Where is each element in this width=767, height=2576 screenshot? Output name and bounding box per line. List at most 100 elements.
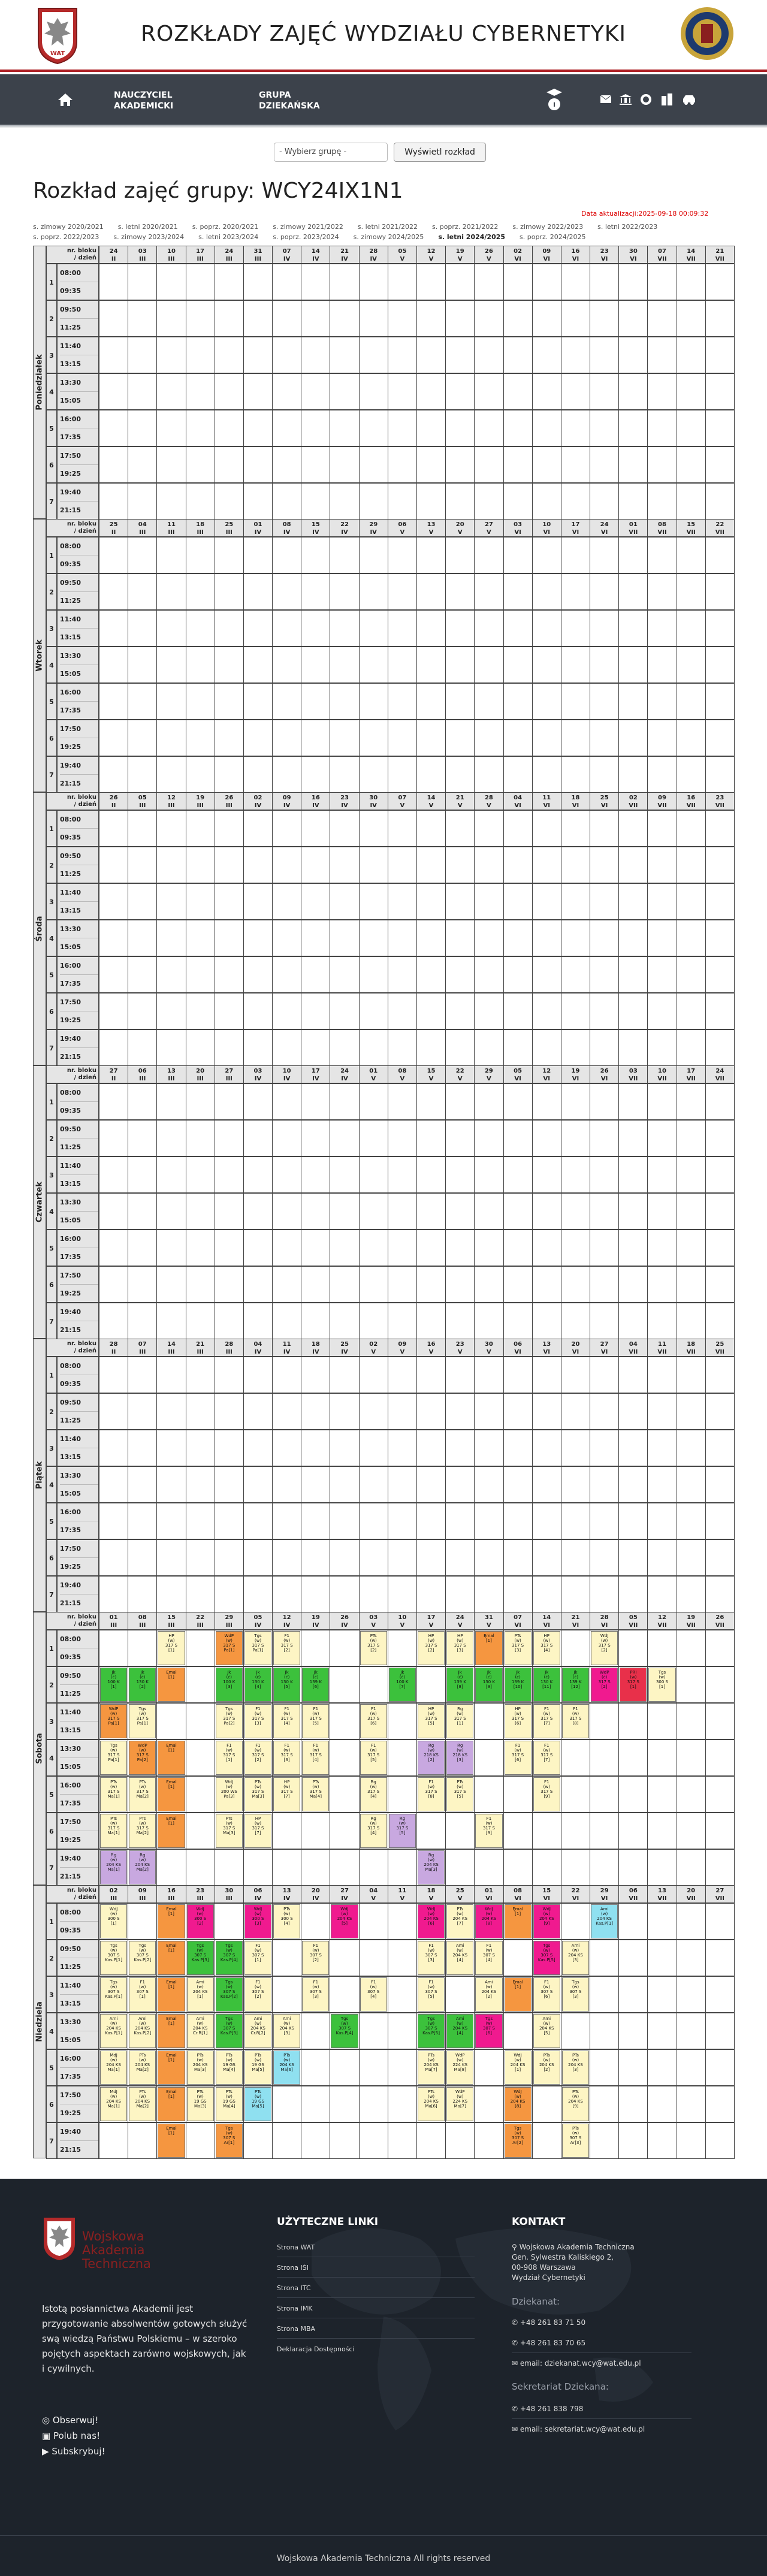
schedule-cell[interactable]: [156, 573, 186, 610]
schedule-cell[interactable]: [387, 2049, 417, 2086]
schedule-cell[interactable]: [330, 1393, 360, 1430]
schedule-cell[interactable]: [474, 683, 504, 720]
schedule-cell[interactable]: [618, 2086, 648, 2122]
schedule-cell[interactable]: [214, 1576, 244, 1612]
schedule-cell[interactable]: [676, 1120, 706, 1156]
schedule-cell[interactable]: [445, 373, 475, 410]
schedule-cell[interactable]: [301, 337, 331, 373]
schedule-cell[interactable]: [358, 756, 388, 793]
schedule-cell[interactable]: [214, 1029, 244, 1066]
schedule-cell[interactable]: [358, 483, 388, 520]
schedule-cell[interactable]: [618, 1156, 648, 1193]
schedule-cell[interactable]: [416, 373, 446, 410]
schedule-cell[interactable]: [416, 720, 446, 756]
schedule-cell[interactable]: [330, 883, 360, 920]
schedule-cell[interactable]: [272, 1029, 302, 1066]
schedule-cell[interactable]: [647, 1430, 677, 1466]
schedule-cell[interactable]: [474, 373, 504, 410]
schedule-cell[interactable]: [705, 300, 735, 337]
lesson-block[interactable]: PTs (w) 204 KS Ma[7]: [417, 2050, 445, 2085]
lesson-block[interactable]: Jk (ć) 139 K [12]: [561, 1668, 590, 1702]
schedule-cell[interactable]: [445, 1576, 475, 1612]
lesson-block[interactable]: Tgs (w) 307 S Ar[1]: [215, 2124, 243, 2158]
dean-email[interactable]: ✉ email: dziekanat.wcy@wat.edu.pl: [512, 2359, 641, 2367]
lesson-block[interactable]: HP (w) 317 S [3]: [446, 1631, 474, 1665]
lesson-block[interactable]: Ami (w) 204 KS Cr.R[1]: [186, 2014, 214, 2048]
schedule-cell[interactable]: [705, 956, 735, 993]
schedule-cell[interactable]: [647, 683, 677, 720]
schedule-cell[interactable]: [387, 1230, 417, 1266]
schedule-cell[interactable]: [618, 2122, 648, 2159]
lesson-block[interactable]: Ami (w) 204 KS [4]: [446, 2014, 474, 2048]
schedule-cell[interactable]: [647, 1029, 677, 1066]
schedule-cell[interactable]: [445, 337, 475, 373]
lesson-block[interactable]: F1 (w) 317 S [9]: [533, 1777, 560, 1811]
schedule-cell[interactable]: [243, 1849, 273, 1886]
schedule-cell[interactable]: [214, 1266, 244, 1303]
schedule-cell[interactable]: [128, 446, 158, 483]
schedule-cell[interactable]: [214, 1430, 244, 1466]
schedule-cell[interactable]: [272, 537, 302, 573]
schedule-cell[interactable]: [243, 1466, 273, 1503]
schedule-cell[interactable]: [272, 573, 302, 610]
schedule-cell[interactable]: [387, 1740, 417, 1776]
schedule-cell[interactable]: [705, 373, 735, 410]
lesson-block[interactable]: PTs (w) 317 S Ma[1]: [100, 1777, 128, 1811]
schedule-cell[interactable]: [243, 1430, 273, 1466]
schedule-cell[interactable]: [474, 1466, 504, 1503]
schedule-cell[interactable]: [387, 847, 417, 883]
schedule-cell[interactable]: [128, 1539, 158, 1576]
schedule-cell[interactable]: [560, 1539, 591, 1576]
lesson-block[interactable]: Ęmal [1]: [158, 2014, 185, 2048]
schedule-cell[interactable]: [560, 647, 591, 683]
schedule-cell[interactable]: [445, 1303, 475, 1339]
schedule-cell[interactable]: [416, 756, 446, 793]
schedule-cell[interactable]: [214, 1230, 244, 1266]
schedule-cell[interactable]: [647, 1357, 677, 1393]
schedule-cell[interactable]: [99, 1230, 129, 1266]
schedule-cell[interactable]: [156, 920, 186, 956]
schedule-cell[interactable]: [676, 410, 706, 446]
schedule-cell[interactable]: [705, 537, 735, 573]
lesson-block[interactable]: PTs (w) 204 KS [9]: [561, 2087, 590, 2121]
schedule-cell[interactable]: [590, 920, 620, 956]
schedule-cell[interactable]: [272, 1430, 302, 1466]
schedule-cell[interactable]: [330, 1266, 360, 1303]
schedule-cell[interactable]: [590, 446, 620, 483]
schedule-cell[interactable]: [590, 1976, 620, 2013]
schedule-cell[interactable]: [272, 1393, 302, 1430]
schedule-cell[interactable]: [676, 1430, 706, 1466]
schedule-cell[interactable]: [185, 647, 215, 683]
lesson-block[interactable]: WdJ (w) 317 S [2]: [591, 1631, 618, 1665]
schedule-cell[interactable]: [532, 1120, 561, 1156]
schedule-cell[interactable]: [99, 1156, 129, 1193]
dean-phone-1[interactable]: ✆ +48 261 83 71 50: [512, 2318, 586, 2327]
lesson-block[interactable]: F1 (w) 317 S [2]: [244, 1741, 272, 1775]
schedule-cell[interactable]: [676, 1230, 706, 1266]
schedule-cell[interactable]: [503, 1357, 533, 1393]
schedule-cell[interactable]: [387, 610, 417, 647]
lesson-block[interactable]: Jk (ć) 139 K [10]: [504, 1668, 532, 1702]
schedule-cell[interactable]: [618, 483, 648, 520]
schedule-cell[interactable]: [243, 1230, 273, 1266]
schedule-cell[interactable]: [618, 1230, 648, 1266]
schedule-cell[interactable]: [387, 756, 417, 793]
schedule-cell[interactable]: [387, 1029, 417, 1066]
schedule-cell[interactable]: [532, 1466, 561, 1503]
schedule-cell[interactable]: [647, 300, 677, 337]
schedule-cell[interactable]: [301, 720, 331, 756]
schedule-cell[interactable]: [705, 1357, 735, 1393]
schedule-cell[interactable]: [532, 483, 561, 520]
lesson-block[interactable]: PTs (w) 204 KS [7]: [446, 1904, 474, 1938]
schedule-cell[interactable]: [272, 720, 302, 756]
social-instagram[interactable]: ◎ Obserwuj!: [42, 2415, 99, 2426]
schedule-cell[interactable]: [560, 1393, 591, 1430]
schedule-cell[interactable]: [301, 1539, 331, 1576]
lesson-block[interactable]: WdJ (w) 300 S [2]: [186, 1904, 214, 1938]
schedule-cell[interactable]: [590, 883, 620, 920]
schedule-cell[interactable]: [560, 1503, 591, 1539]
lesson-block[interactable]: PTs (w) 19 GS Ma[5]: [244, 2050, 272, 2085]
schedule-cell[interactable]: [474, 1539, 504, 1576]
schedule-cell[interactable]: [185, 1120, 215, 1156]
schedule-cell[interactable]: [705, 1430, 735, 1466]
